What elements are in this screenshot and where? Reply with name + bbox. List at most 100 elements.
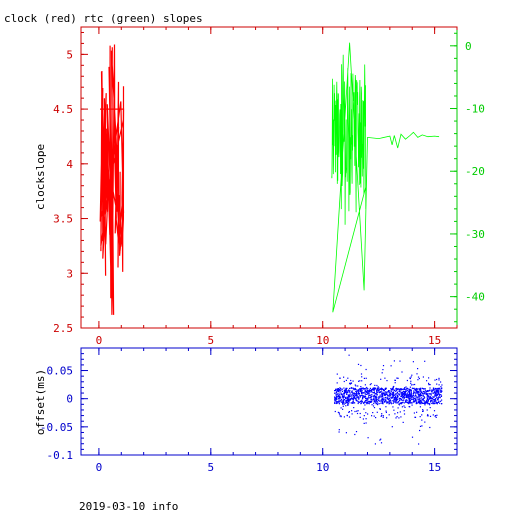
offset-point: [342, 403, 344, 405]
offset-point: [413, 400, 415, 402]
offset-point: [429, 404, 431, 406]
offset-point: [421, 392, 423, 394]
offset-point: [371, 399, 373, 401]
offset-point: [417, 388, 419, 390]
offset-point: [340, 390, 342, 392]
offset-point: [383, 394, 385, 396]
offset-point: [367, 400, 369, 402]
offset-point: [334, 399, 336, 401]
offset-point: [421, 387, 423, 389]
offset-point: [375, 396, 377, 398]
offset-point: [399, 399, 401, 402]
offset-point: [406, 392, 408, 394]
offset-point: [432, 397, 434, 399]
offset-point: [345, 390, 347, 392]
offset-point: [373, 392, 375, 394]
offset-point: [334, 390, 336, 392]
offset-point: [423, 392, 425, 394]
offset-point: [415, 394, 417, 396]
offset-point: [346, 414, 348, 416]
offset-point: [338, 431, 340, 433]
offset-point: [384, 393, 386, 395]
offset-point: [392, 396, 394, 398]
offset-point: [345, 388, 347, 390]
offset-point: [353, 407, 355, 409]
offset-point: [361, 380, 363, 382]
offset-point: [416, 411, 418, 413]
offset-point: [422, 395, 424, 397]
offset-point: [406, 399, 408, 401]
offset-point: [419, 429, 421, 432]
offset-point: [393, 395, 395, 397]
offset-point: [381, 401, 383, 403]
offset-point: [382, 389, 384, 391]
offset-point: [371, 393, 373, 396]
offset-point: [433, 388, 435, 390]
offset-point: [372, 412, 374, 414]
offset-point: [395, 387, 397, 389]
bottom-x-axis: 0 5 10 15: [96, 348, 458, 474]
offset-point: [361, 388, 363, 390]
offset-point: [436, 403, 438, 405]
offset-point: [402, 396, 404, 398]
offset-point: [381, 396, 383, 398]
offset-point: [348, 354, 350, 356]
offset-point: [373, 388, 375, 390]
offset-point: [424, 397, 426, 399]
offset-point: [440, 386, 442, 388]
offset-point: [436, 398, 439, 400]
offset-point: [431, 399, 433, 401]
offset-point: [360, 389, 362, 391]
offset-point: [357, 410, 359, 412]
offset-point: [373, 387, 375, 389]
offset-point: [347, 390, 349, 392]
offset-point: [378, 400, 380, 402]
offset-point: [370, 401, 372, 403]
offset-point: [382, 397, 384, 399]
offset-point: [350, 382, 353, 384]
offset-point: [353, 397, 355, 399]
offset-point: [337, 389, 339, 391]
offset-point: [350, 379, 352, 382]
offset-point: [364, 404, 366, 406]
offset-point: [347, 396, 349, 399]
offset-point: [411, 374, 413, 376]
offset-point: [405, 395, 407, 397]
offset-point: [337, 398, 339, 400]
offset-point: [393, 394, 395, 396]
offset-point: [357, 385, 359, 387]
offset-point: [437, 392, 440, 394]
offset-point: [374, 384, 376, 386]
offset-point: [419, 389, 421, 391]
offset-point: [400, 393, 402, 395]
offset-point: [376, 389, 378, 391]
offset-point: [437, 387, 440, 389]
offset-point: [430, 390, 432, 392]
offset-point: [393, 409, 395, 411]
offset-point: [419, 388, 422, 390]
offset-point: [390, 390, 392, 393]
offset-point: [421, 399, 424, 401]
offset-point: [386, 395, 389, 397]
offset-point: [380, 378, 382, 380]
offset-point: [397, 396, 399, 398]
offset-point: [364, 389, 366, 392]
offset-point: [341, 390, 344, 392]
offset-point: [394, 390, 396, 392]
offset-point: [360, 373, 363, 375]
offset-point: [412, 394, 414, 396]
offset-point: [409, 394, 411, 396]
offset-point: [426, 395, 429, 397]
offset-point: [409, 395, 411, 397]
offset-point: [347, 399, 349, 401]
offset-point: [398, 400, 400, 403]
offset-point: [395, 417, 397, 419]
offset-point: [408, 398, 410, 400]
offset-point: [434, 391, 436, 393]
offset-point: [416, 396, 418, 398]
offset-point: [390, 400, 392, 402]
offset-point: [377, 402, 379, 404]
offset-point: [384, 377, 386, 379]
offset-point: [403, 397, 405, 399]
